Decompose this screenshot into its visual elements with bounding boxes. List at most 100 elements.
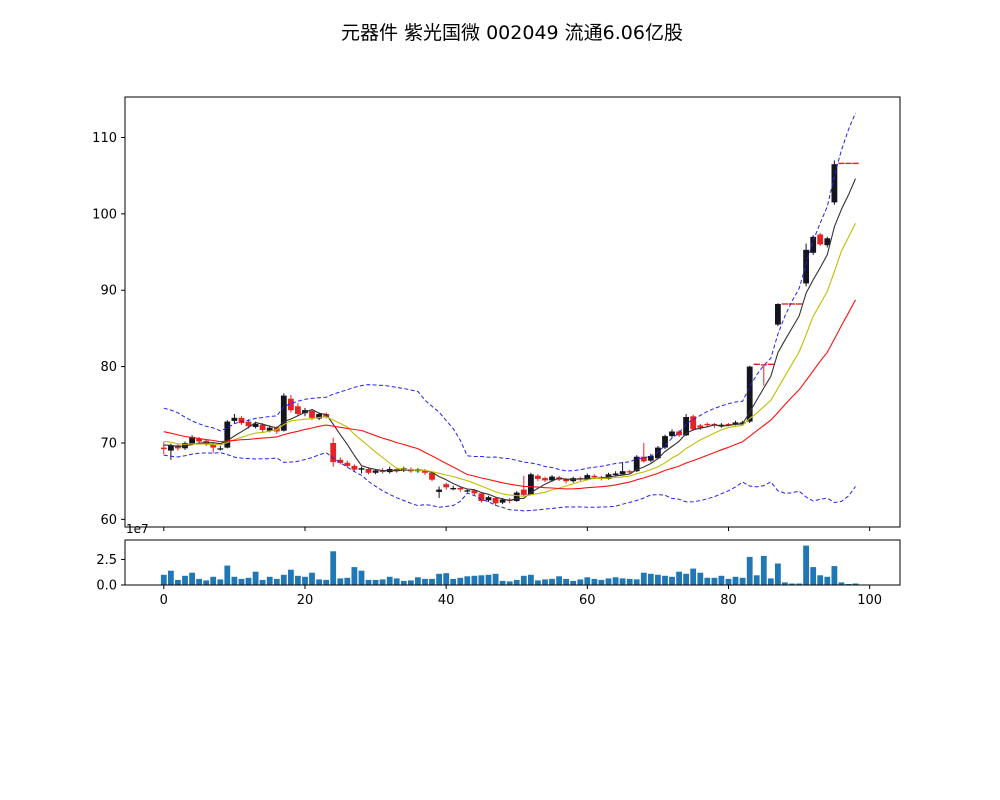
- price-tick-label: 110: [92, 131, 117, 146]
- candle: [351, 464, 358, 472]
- volume-bar: [506, 581, 513, 585]
- ma-line-ma10: [163, 222, 856, 497]
- candle: [626, 469, 633, 474]
- volume-bar: [655, 574, 661, 585]
- candle: [429, 472, 435, 482]
- volume-tick-label: 0.0: [96, 579, 117, 594]
- candle: [175, 443, 181, 451]
- volume-bar: [203, 580, 210, 585]
- candle: [196, 436, 202, 443]
- volume-bar: [288, 569, 294, 585]
- volume-bar: [358, 570, 365, 585]
- candles-layer: [160, 160, 859, 506]
- candle: [513, 491, 520, 502]
- volume-bar: [732, 576, 739, 585]
- volume-scale-label: 1e7: [126, 522, 149, 536]
- price-tick-label: 70: [100, 436, 117, 451]
- candle: [231, 414, 238, 424]
- volume-bar: [337, 578, 344, 585]
- candle: [238, 416, 245, 425]
- volume-bar: [499, 580, 506, 585]
- ma-line-ma20: [163, 299, 856, 490]
- volume-bar: [824, 576, 831, 585]
- x-tick-label: 40: [438, 593, 455, 608]
- volume-bar: [690, 568, 697, 585]
- volume-bar: [725, 578, 732, 585]
- volume-bar: [528, 574, 534, 585]
- volume-bar: [464, 576, 471, 585]
- volume-bar: [280, 574, 287, 585]
- bollinger-upper-line: [163, 112, 856, 472]
- price-panel-x-ticks: [163, 527, 871, 531]
- volume-bar: [831, 566, 838, 585]
- volume-bar: [196, 578, 202, 585]
- candle: [817, 233, 824, 246]
- volume-bar: [626, 578, 633, 585]
- candle: [450, 485, 457, 491]
- volume-bar: [513, 579, 520, 585]
- candle: [443, 482, 450, 490]
- volume-bar: [379, 579, 386, 585]
- volume-bar: [775, 563, 781, 585]
- volume-bar: [803, 545, 809, 585]
- candle: [358, 466, 365, 474]
- candle: [365, 467, 372, 475]
- volume-bar: [266, 576, 273, 585]
- candle: [485, 495, 492, 502]
- volume-axis: 0.0 2.5 1e7: [96, 522, 148, 594]
- volume-bar: [422, 578, 428, 585]
- candle: [457, 486, 464, 492]
- volume-bar: [669, 576, 675, 585]
- volume-bar: [570, 580, 577, 585]
- x-tick-label: 100: [857, 593, 882, 608]
- volume-bar: [739, 577, 746, 585]
- volume-bar: [160, 574, 167, 585]
- volume-bar: [817, 575, 824, 585]
- volume-bar: [718, 575, 725, 585]
- volume-bar: [520, 575, 527, 585]
- candle: [337, 457, 344, 465]
- volume-bar: [605, 578, 612, 585]
- x-tick-label: 80: [720, 593, 737, 608]
- volume-bar: [252, 571, 259, 585]
- volume-bar: [591, 578, 598, 585]
- volume-bars-layer: [160, 545, 859, 586]
- volume-bar: [577, 579, 584, 585]
- volume-bar: [436, 573, 442, 586]
- volume-bar: [316, 579, 322, 585]
- candle: [295, 403, 301, 416]
- chart-title: 元器件 紫光国微 002049 流通6.06亿股: [341, 22, 683, 44]
- candle: [436, 486, 442, 498]
- candle: [288, 394, 294, 413]
- volume-bar: [302, 576, 308, 585]
- candle: [704, 422, 711, 427]
- volume-bar: [210, 576, 217, 585]
- volume-bar: [852, 583, 859, 585]
- volume-bar: [457, 577, 464, 585]
- candle: [528, 472, 534, 495]
- volume-bar: [259, 579, 266, 585]
- volume-bar: [309, 572, 315, 585]
- candle: [542, 476, 548, 482]
- price-panel-frame: [124, 96, 901, 528]
- candle: [168, 443, 174, 460]
- volume-bar: [789, 583, 795, 585]
- candle: [662, 434, 668, 450]
- volume-bar: [400, 580, 407, 585]
- candle: [344, 460, 351, 468]
- volume-bar: [746, 556, 753, 585]
- volume-bar: [676, 571, 682, 585]
- volume-bar: [471, 575, 478, 585]
- x-tick-label: 0: [160, 593, 168, 608]
- candle: [718, 423, 725, 428]
- volume-bar: [344, 577, 351, 585]
- candle: [471, 489, 478, 496]
- volume-panel-frame: [124, 539, 901, 586]
- candle: [478, 492, 485, 503]
- candle: [760, 364, 767, 386]
- x-axis: 0 20 40 60 80 100: [160, 585, 882, 608]
- candle: [330, 437, 337, 467]
- volume-bar: [598, 579, 605, 585]
- candle: [640, 443, 647, 463]
